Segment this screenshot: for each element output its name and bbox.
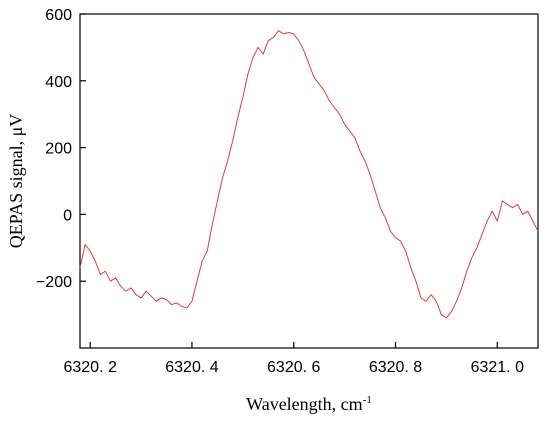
y-tick-label: −200 <box>36 274 72 291</box>
x-tick-label: 6321. 0 <box>471 359 524 376</box>
plot-frame <box>79 13 539 349</box>
y-tick-label: 600 <box>45 7 72 24</box>
x-axis-title: Wavelength, cm-1 <box>246 394 372 414</box>
x-tick-label: 6320. 4 <box>165 359 218 376</box>
x-axis-title-superscript: -1 <box>363 394 372 406</box>
x-axis-ticks: 6320. 2 6320. 4 6320. 6 6320. 8 6321. 0 <box>63 342 524 376</box>
x-tick-label: 6320. 8 <box>369 359 422 376</box>
series-line-0 <box>79 30 539 319</box>
series-layer <box>79 30 539 319</box>
y-tick-label: 0 <box>63 207 72 224</box>
y-tick-label: 400 <box>45 74 72 91</box>
x-axis-title-main: Wavelength, cm <box>246 394 363 414</box>
y-axis-title: QEPAS signal, μV <box>6 114 26 249</box>
x-tick-label: 6320. 2 <box>63 359 116 376</box>
y-tick-label: 200 <box>45 141 72 158</box>
x-tick-label: 6320. 6 <box>267 359 320 376</box>
plot-area-border <box>79 13 539 349</box>
y-axis-ticks: −200 0 200 400 600 <box>36 7 86 291</box>
